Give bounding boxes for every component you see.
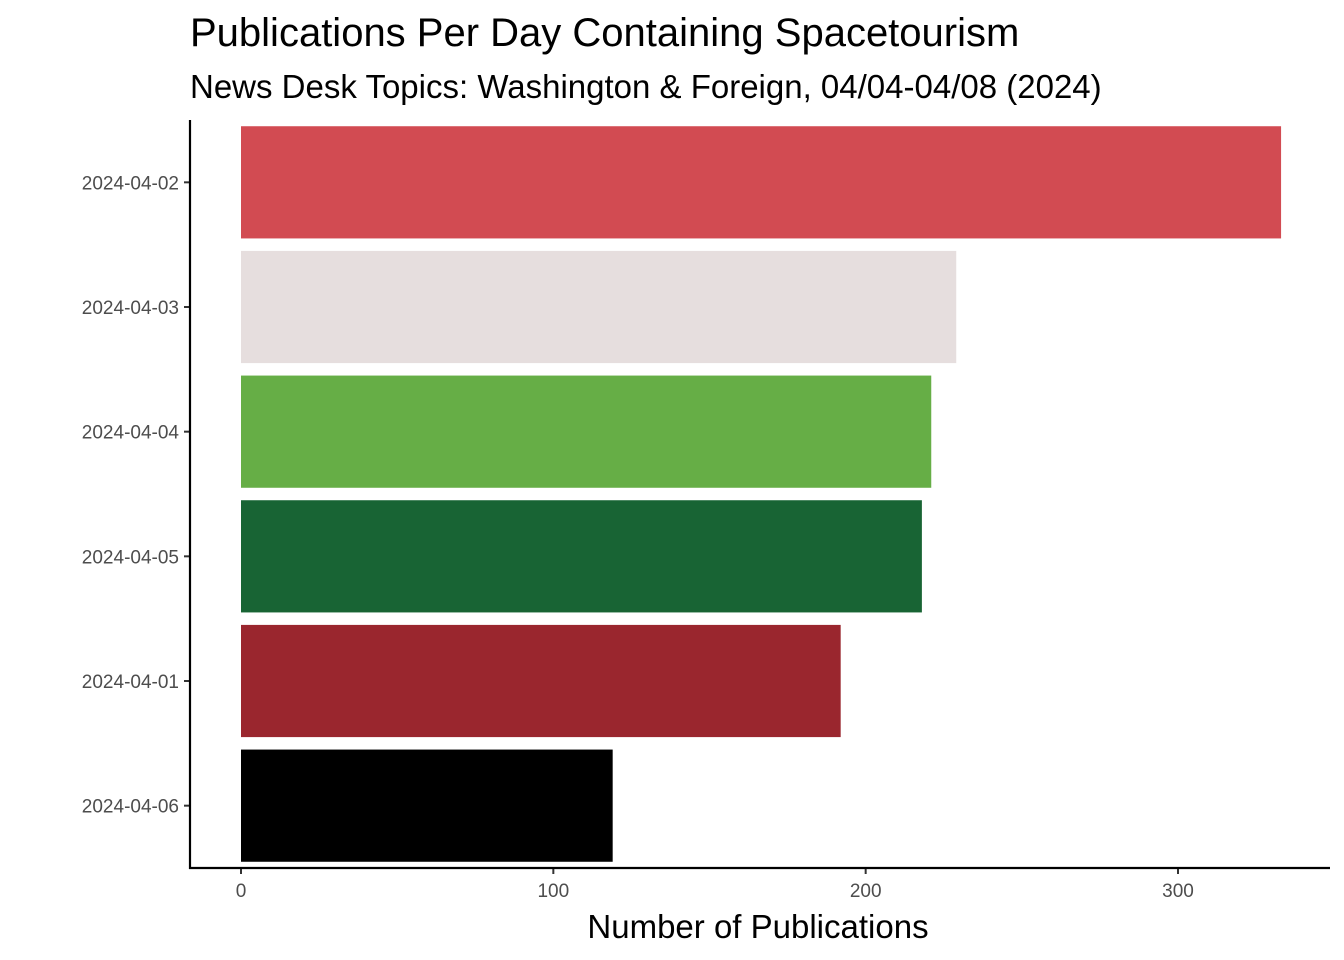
bar-2024-04-03 <box>241 250 957 364</box>
chart-subtitle: News Desk Topics: Washington & Foreign, … <box>190 68 1102 105</box>
y-tick-label: 2024-04-04 <box>82 423 180 444</box>
bar-2024-04-02 <box>241 126 1282 239</box>
y-tick-label: 2024-04-06 <box>82 797 179 818</box>
bar-2024-04-04 <box>241 375 932 488</box>
bar-2024-04-06 <box>241 749 613 862</box>
bar-2024-04-05 <box>241 500 922 613</box>
x-tick-label: 100 <box>537 881 569 902</box>
y-tick-label: 2024-04-02 <box>82 173 179 194</box>
x-axis-ticks: 0 100 200 300 <box>236 868 1194 902</box>
bars-group <box>241 126 1282 862</box>
chart-title: Publications Per Day Containing Spacetou… <box>190 11 1019 55</box>
x-tick-label: 0 <box>236 881 247 902</box>
x-tick-label: 200 <box>850 881 882 902</box>
y-axis-ticks: 2024-04-02 2024-04-03 2024-04-04 2024-04-05… <box>82 173 190 818</box>
y-tick-label: 2024-04-03 <box>82 298 179 319</box>
y-tick-label: 2024-04-05 <box>82 547 179 568</box>
x-axis-title: Number of Publications <box>587 908 928 945</box>
x-tick-label: 300 <box>1162 881 1194 902</box>
y-tick-label: 2024-04-01 <box>82 672 179 693</box>
bar-2024-04-01 <box>241 624 841 738</box>
